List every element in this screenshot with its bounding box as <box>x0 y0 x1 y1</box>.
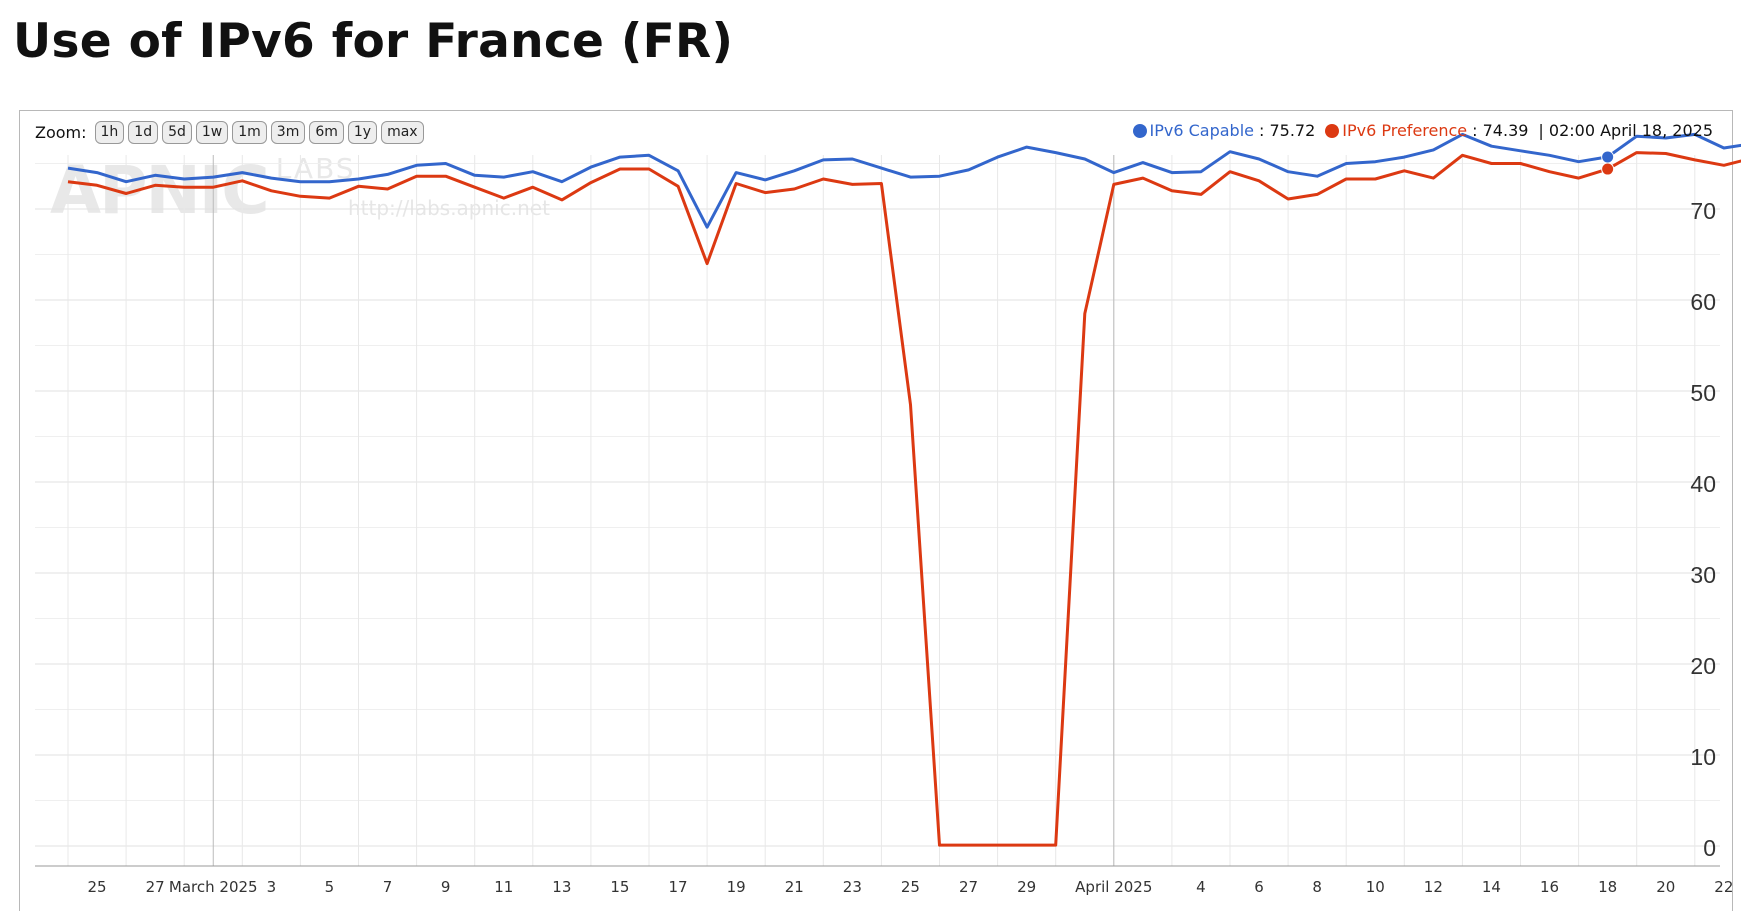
zoom-5d-button[interactable]: 5d <box>162 121 192 144</box>
x-tick-label: 25 <box>901 878 920 896</box>
x-tick-label: 27 <box>146 878 165 896</box>
x-tick-label: 13 <box>552 878 571 896</box>
x-tick-label: 16 <box>1540 878 1559 896</box>
ipv6-preference-line <box>67 151 1741 847</box>
x-tick-label: 5 <box>325 878 335 896</box>
y-tick-label: 30 <box>1690 562 1716 588</box>
zoom-1y-button[interactable]: 1y <box>347 121 378 144</box>
zoom-1d-button[interactable]: 1d <box>128 121 159 144</box>
watermark-url: http://labs.apnic.net <box>348 196 550 220</box>
chart-legend: IPv6 Capable : 75.72 IPv6 Preference : 7… <box>1132 121 1713 140</box>
y-tick-label: 20 <box>1690 653 1716 679</box>
y-tick-label: 40 <box>1690 471 1716 497</box>
legend-preference-value: : 74.39 <box>1472 121 1529 140</box>
x-tick-label: 18 <box>1598 878 1617 896</box>
zoom-1m-button[interactable]: 1m <box>232 121 267 144</box>
cursor-preference-dot <box>1601 162 1615 176</box>
x-tick-label: 8 <box>1312 878 1322 896</box>
legend-capable-dot <box>1132 123 1147 138</box>
cursor-capable-dot <box>1601 150 1615 164</box>
x-tick-label: 10 <box>1366 878 1385 896</box>
x-tick-label: 14 <box>1482 878 1501 896</box>
x-tick-label: March 2025 <box>169 878 258 896</box>
x-tick-label: 7 <box>383 878 393 896</box>
x-tick-label: 4 <box>1196 878 1206 896</box>
y-tick-label: 0 <box>1703 835 1716 861</box>
zoom-3m-button[interactable]: 3m <box>270 121 306 144</box>
x-tick-label: 11 <box>494 878 513 896</box>
x-tick-label: 22 <box>1714 878 1733 896</box>
x-tick-label: 3 <box>267 878 277 896</box>
x-tick-label: 25 <box>88 878 107 896</box>
legend-capable-label[interactable]: IPv6 Capable <box>1149 121 1254 140</box>
y-tick-label: 70 <box>1690 198 1716 224</box>
x-tick-label: 23 <box>843 878 862 896</box>
zoom-6m-button[interactable]: 6m <box>309 121 344 144</box>
y-tick-label: 50 <box>1690 380 1716 406</box>
chart-frame <box>19 110 1733 911</box>
x-tick-label: 21 <box>785 878 804 896</box>
y-tick-label: 60 <box>1690 289 1716 315</box>
x-tick-label: April 2025 <box>1075 878 1152 896</box>
legend-preference-label[interactable]: IPv6 Preference <box>1342 121 1468 140</box>
zoom-max-button[interactable]: max <box>381 121 424 144</box>
x-tick-label: 17 <box>669 878 688 896</box>
ipv6-capable-line <box>67 132 1741 229</box>
x-tick-label: 19 <box>727 878 746 896</box>
legend-preference-dot <box>1325 123 1340 138</box>
page-title: Use of IPv6 for France (FR) <box>13 14 734 69</box>
legend-timestamp: | 02:00 April 18, 2025 <box>1538 121 1713 140</box>
zoom-label: Zoom: <box>35 123 87 142</box>
x-tick-label: 6 <box>1254 878 1264 896</box>
zoom-1w-button[interactable]: 1w <box>195 121 229 144</box>
x-tick-label: 15 <box>610 878 629 896</box>
zoom-1h-button[interactable]: 1h <box>94 121 125 144</box>
zoom-bar: Zoom: 1h 1d 5d 1w 1m 3m 6m 1y max <box>35 121 424 144</box>
x-tick-label: 27 <box>959 878 978 896</box>
apnic-labs-watermark: APNIC LABS http://labs.apnic.net <box>50 152 550 229</box>
watermark-logo: APNIC <box>50 152 270 229</box>
x-tick-label: 20 <box>1656 878 1675 896</box>
legend-capable-value: : 75.72 <box>1258 121 1316 140</box>
x-tick-label: 12 <box>1424 878 1443 896</box>
x-tick-label: 29 <box>1017 878 1036 896</box>
x-tick-label: 9 <box>441 878 451 896</box>
y-tick-label: 10 <box>1690 744 1716 770</box>
